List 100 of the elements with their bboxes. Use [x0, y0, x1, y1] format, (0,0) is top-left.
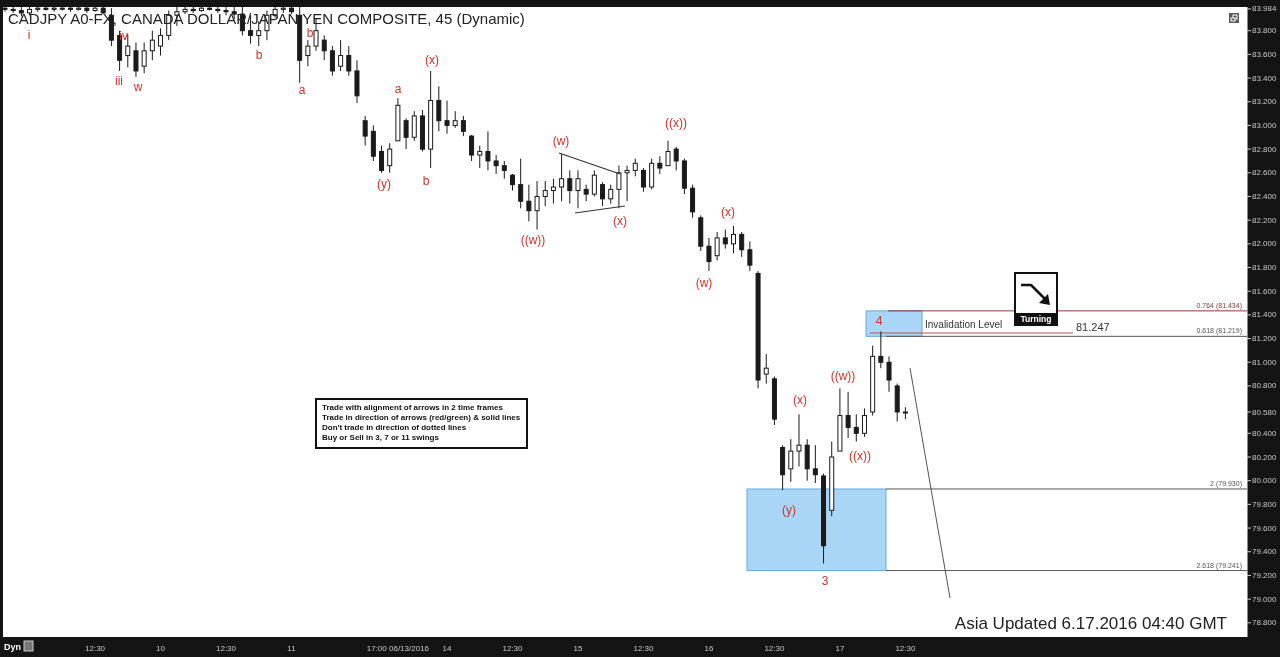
x-tick-label: 12:30: [502, 643, 524, 653]
y-tick-label: 81.000: [1252, 357, 1278, 367]
annotation: w: [132, 80, 143, 94]
candlestick: [526, 184, 532, 222]
candlestick: [747, 240, 753, 272]
candlestick: [469, 134, 475, 162]
annotation: ((w)): [830, 369, 856, 383]
annotation: a: [298, 83, 306, 97]
ref-line-label: 81.247: [1076, 321, 1110, 334]
annotation: (w): [552, 133, 570, 148]
x-tick-label: 12:30: [215, 643, 237, 653]
candlestick: [3, 7, 8, 13]
y-tick-label: 81.400: [1252, 310, 1278, 320]
annotation: Turning: [1020, 314, 1052, 324]
annotation: b: [306, 26, 314, 40]
candlestick: [731, 225, 736, 254]
annotation: (x): [793, 393, 807, 407]
band-label: Invalidation Level: [925, 318, 1003, 330]
candlestick: [788, 438, 794, 483]
x-tick-label: 17: [835, 643, 845, 653]
candlestick: [649, 158, 655, 190]
annotation: (w): [695, 276, 713, 290]
y-tick-label: 82.200: [1252, 215, 1278, 225]
x-tick-label: 15: [573, 643, 583, 653]
annotation: (x): [613, 214, 627, 228]
candlestick: [493, 154, 499, 175]
candlestick: [133, 42, 139, 78]
annotation: 4: [875, 314, 883, 328]
y-tick-label: 79.600: [1252, 523, 1278, 533]
candlestick: [43, 7, 49, 12]
candlestick: [804, 438, 810, 482]
candlestick: [141, 42, 147, 74]
annotation: (y): [377, 177, 391, 191]
candlestick: [878, 330, 884, 369]
candlestick: [485, 130, 491, 171]
y-tick-label: 81.800: [1252, 263, 1278, 273]
x-tick-label: 14: [442, 643, 453, 653]
y-tick-label: 80.200: [1252, 452, 1278, 462]
candlestick: [796, 413, 802, 467]
candlestick: [690, 184, 696, 219]
candlestick: [706, 237, 712, 272]
candlestick: [338, 39, 344, 72]
annotation: i: [27, 28, 31, 42]
candlestick: [158, 27, 164, 57]
candlestick: [608, 184, 614, 205]
candlestick: [362, 115, 368, 147]
candlestick: [534, 180, 540, 231]
candlestick: [346, 45, 352, 77]
y-tick-label: 83.984: [1252, 4, 1278, 14]
x-tick-label: 11: [287, 643, 297, 653]
y-tick-label: 80.400: [1252, 428, 1278, 438]
candlestick: [477, 145, 483, 169]
annotation: a: [394, 82, 402, 96]
candlestick: [722, 229, 728, 250]
candlestick: [436, 85, 442, 132]
candlestick: [559, 153, 565, 202]
candlestick: [600, 181, 606, 207]
x-tick-label: 12:30: [764, 643, 785, 653]
annotation: (y): [782, 503, 796, 517]
x-tick-label: 12:30: [633, 643, 655, 653]
y-tick-label: 81.600: [1252, 286, 1278, 296]
y-tick-label: 80.800: [1252, 381, 1278, 391]
text: Dyn: [4, 642, 22, 652]
y-tick-label: 80.000: [1252, 476, 1278, 486]
y-tick-label: 83.000: [1252, 120, 1278, 130]
y-tick-label: 82.000: [1252, 239, 1278, 249]
candlestick: [616, 165, 622, 209]
candlestick: [812, 444, 818, 484]
candlestick: [305, 39, 311, 67]
annotation: (x): [425, 53, 439, 67]
annotation: iv: [119, 29, 128, 43]
candlestick: [444, 100, 450, 135]
annotation: Trade with alignment of arrows in 2 time frames Trade in direction of arrows (red/green) & solid lines Don't trade in direction of dotted lines Buy or Sell in 3, 7 or 11 swings: [322, 403, 521, 442]
candlestick: [624, 165, 630, 202]
x-tick-label: 12:30: [895, 643, 916, 653]
x-tick-label: 16: [704, 643, 714, 653]
y-tick-label: 78.800: [1252, 618, 1278, 628]
annotation: (x): [721, 205, 735, 219]
annotation: ((x)): [665, 116, 687, 130]
y-tick-label: 83.600: [1252, 49, 1278, 59]
y-tick-label: 80.580: [1252, 407, 1278, 417]
candlestick: [714, 231, 720, 261]
candlestick: [575, 169, 581, 209]
y-tick-label: 83.800: [1252, 26, 1278, 36]
y-tick-label: 79.000: [1252, 594, 1278, 604]
candlestick: [411, 110, 417, 142]
y-tick-label: 79.400: [1252, 547, 1278, 557]
candlestick: [763, 353, 769, 385]
annotation: ((x)): [849, 449, 871, 463]
candlestick: [460, 115, 466, 137]
y-tick-label: 82.400: [1252, 191, 1278, 201]
annotation: iii: [115, 74, 123, 88]
candlestick: [640, 167, 646, 193]
candlestick: [518, 158, 524, 209]
x-tick-label: 10: [156, 643, 166, 653]
annotation: Asia Updated 6.17.2016 04:40 GMT: [954, 614, 1227, 633]
annotation: ((w)): [520, 233, 546, 247]
candlestick: [550, 178, 556, 205]
candlestick: [853, 413, 859, 443]
y-tick-label: 81.200: [1252, 334, 1278, 344]
